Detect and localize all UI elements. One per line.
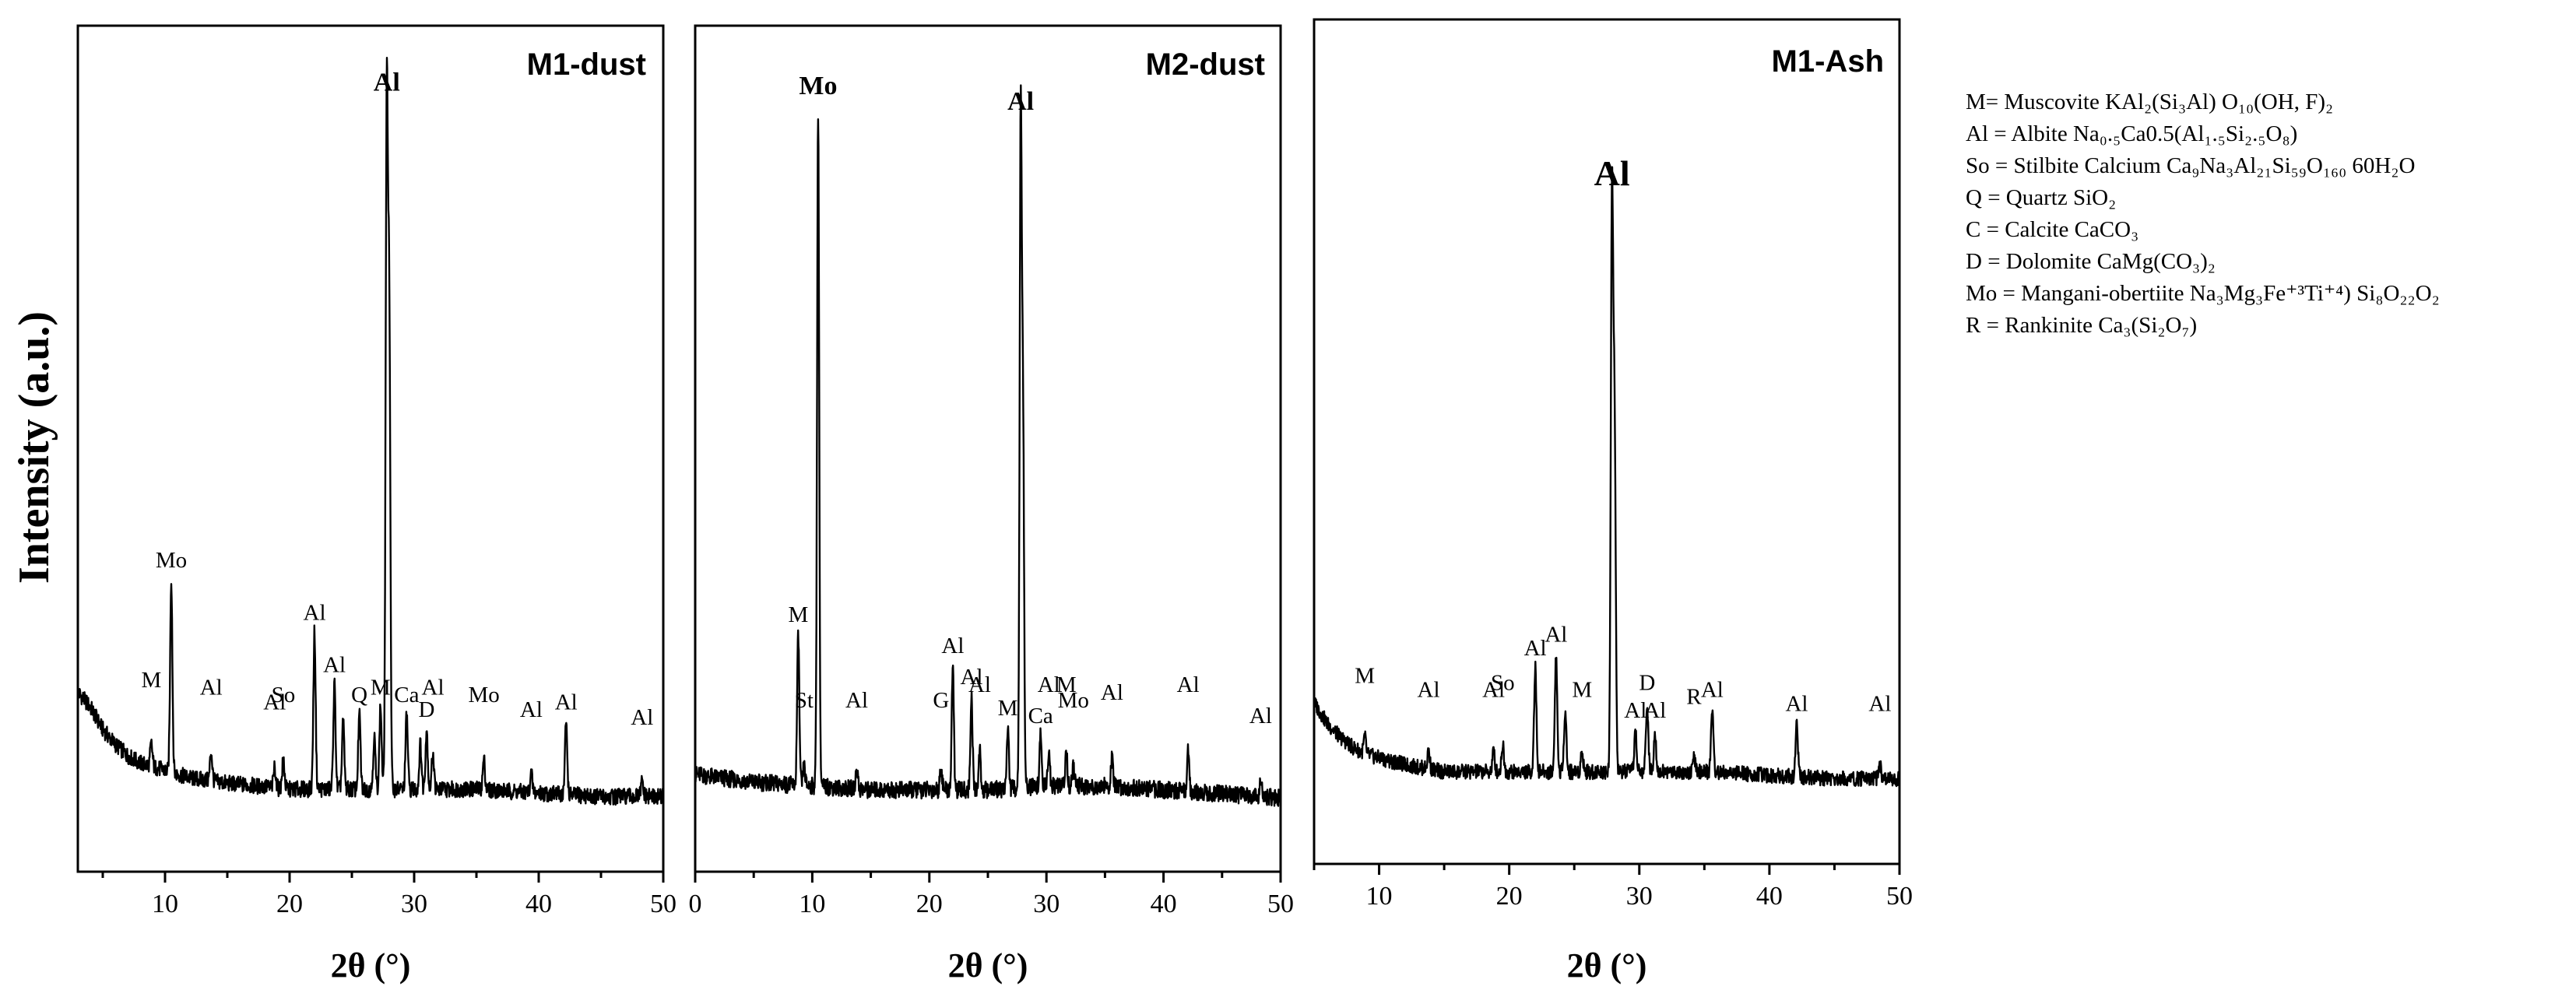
peak-label: Ca: [1028, 704, 1053, 728]
legend-stilbite: So = Stilbite Calcium Ca₉Na₃Al₂₁Si₅₉O₁₆₀…: [1966, 153, 2415, 178]
x-tick-label: 20: [916, 890, 943, 918]
legend-calcite: C = Calcite CaCO₃: [1966, 217, 2138, 242]
legend-rankinite: R = Rankinite Ca₃(Si₂O₇): [1966, 313, 2197, 338]
plot-frame: [76, 24, 665, 873]
x-axis-label: 2θ (°): [1567, 946, 1647, 985]
peak-label: M: [788, 602, 808, 627]
x-tick-label: 50: [1267, 890, 1294, 918]
peak-label: Al: [1482, 678, 1505, 703]
peak-label: So: [1491, 671, 1515, 696]
peak-label: Al: [1038, 672, 1060, 697]
peak-label: Al: [1701, 678, 1724, 703]
peak-label: M: [142, 668, 162, 693]
legend-albite: Al = Albite Na₀.₅Ca0.5(Al₁.₅Si₂.₅O₈): [1966, 121, 2297, 146]
panel-title: M1-Ash: [1772, 44, 1884, 79]
peak-label: Mo: [468, 683, 499, 707]
x-tick-label: 50: [1886, 882, 1913, 911]
x-axis-label: 2θ (°): [948, 946, 1028, 985]
x-tick-label: 20: [276, 890, 303, 918]
x-tick-label: 30: [401, 890, 427, 918]
peak-label: M: [1056, 672, 1077, 697]
diffraction-trace: [76, 56, 664, 806]
peak-label: D: [419, 697, 435, 722]
legend-quartz: Q = Quartz SiO₂: [1966, 185, 2116, 210]
peak-label: Al: [1524, 636, 1547, 661]
diffraction-trace: [1313, 166, 1901, 788]
peak-label: M: [998, 696, 1018, 721]
peak-label: Al: [1249, 704, 1272, 728]
peak-label: Al: [941, 634, 964, 658]
x-tick-label: 20: [1496, 882, 1523, 911]
peak-label: St: [795, 688, 814, 713]
peak-label: Al: [304, 600, 326, 625]
peak-label: Al: [555, 690, 578, 715]
peak-label: Al: [960, 665, 982, 690]
x-tick-label: 40: [1756, 882, 1783, 911]
peak-label: Al: [845, 688, 868, 713]
y-axis-label: Intensity (a.u.): [10, 311, 58, 584]
plot-frame: [1313, 18, 1901, 865]
x-tick-label: 10: [1366, 882, 1393, 911]
peak-label: Al: [374, 68, 400, 97]
peak-label: Al: [1594, 153, 1630, 193]
peak-label: Al: [422, 675, 445, 700]
peak-label: Al: [520, 697, 543, 722]
peak-label: Mo: [1058, 688, 1089, 713]
peak-label: Q: [351, 683, 367, 707]
peak-label: M: [371, 675, 391, 700]
legend-muscovite: M= Muscovite KAl₂(Si₃Al) O₁₀(OH, F)₂: [1966, 90, 2333, 114]
peak-label: D: [1639, 671, 1655, 696]
x-tick-label: 30: [1626, 882, 1653, 911]
peak-label: Al: [1007, 87, 1034, 116]
peak-label: Al: [968, 672, 991, 697]
x-tick-label: 40: [525, 890, 552, 918]
x-axis-label: 2θ (°): [331, 946, 411, 985]
x-tick-label: 10: [799, 890, 825, 918]
x-tick-label: 50: [650, 890, 677, 918]
legend-mangani-obertiite: Mo = Mangani-obertiite Na₃Mg₃Fe⁺³Ti⁺⁴) S…: [1966, 281, 2440, 306]
peak-label: Al: [1624, 698, 1646, 723]
peak-label: Al: [323, 653, 346, 678]
peak-label: Mo: [156, 548, 187, 573]
peak-label: Mo: [799, 72, 837, 100]
peak-label: Al: [1101, 680, 1123, 705]
legend-dolomite: D = Dolomite CaMg(CO₃)₂: [1966, 249, 2216, 274]
peak-label: R: [1686, 684, 1702, 709]
peak-label: G: [933, 688, 949, 713]
x-tick-label: 30: [1033, 890, 1060, 918]
peak-label: Al: [1545, 622, 1567, 647]
panel-title: M2-dust: [1146, 47, 1265, 82]
peak-label: Al: [1418, 678, 1440, 703]
phase-legend: M= Muscovite KAl₂(Si₃Al) O₁₀(OH, F)₂ Al =…: [1966, 90, 2440, 338]
peak-label: Al: [1785, 691, 1808, 716]
x-tick-label: 40: [1151, 890, 1177, 918]
peak-label: Al: [200, 675, 223, 700]
diffraction-trace: [694, 84, 1281, 807]
peak-label: Ca: [394, 683, 419, 707]
x-tick-label: 0: [689, 890, 702, 918]
peak-label: M: [1355, 664, 1375, 689]
peak-label: M: [1572, 678, 1592, 703]
peak-label: So: [272, 683, 296, 707]
peak-label: Al: [1643, 698, 1666, 723]
peak-label: Al: [1177, 672, 1200, 697]
peak-label: Al: [263, 690, 286, 715]
x-tick-label: 10: [152, 890, 178, 918]
panel-title: M1-dust: [527, 47, 646, 82]
peak-label: Al: [1868, 691, 1891, 716]
peak-label: Al: [631, 705, 653, 730]
plot-frame: [694, 24, 1282, 873]
